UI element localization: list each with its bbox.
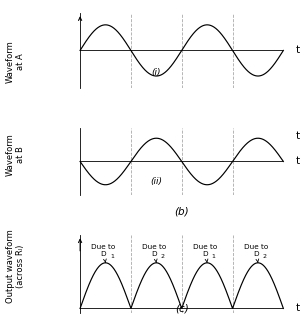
Text: Due to
D: Due to D: [91, 244, 116, 262]
Text: Due to
D: Due to D: [244, 244, 268, 262]
Text: t: t: [296, 303, 300, 313]
Text: 2: 2: [161, 254, 165, 259]
Text: Output waveform
(across Rₗ): Output waveform (across Rₗ): [6, 229, 25, 303]
Text: (ii): (ii): [150, 177, 162, 186]
Text: 1: 1: [212, 254, 216, 259]
Text: 2: 2: [262, 254, 266, 259]
Text: Due to
D: Due to D: [193, 244, 217, 262]
Text: (i): (i): [152, 68, 161, 77]
Text: Due to
D: Due to D: [142, 244, 166, 262]
Text: Waveform
at A: Waveform at A: [6, 40, 25, 83]
Text: 1: 1: [110, 254, 114, 259]
Text: t: t: [296, 131, 300, 141]
Text: t: t: [296, 45, 300, 55]
Text: t: t: [296, 157, 300, 166]
Text: Waveform
at B: Waveform at B: [6, 134, 25, 176]
Text: (c): (c): [175, 303, 188, 313]
Text: (b): (b): [174, 206, 189, 216]
